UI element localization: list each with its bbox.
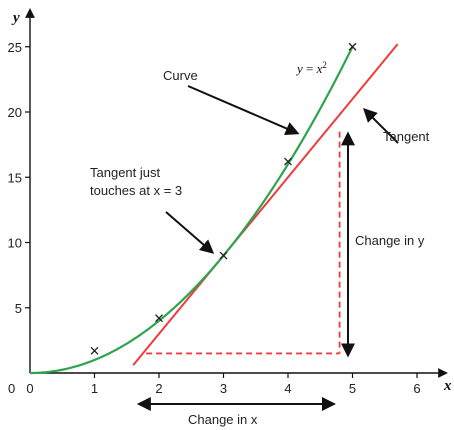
- y-tick-label: 25: [8, 40, 22, 55]
- x-tick-label: 4: [284, 381, 291, 396]
- data-point-marker: [155, 314, 163, 323]
- curve-line: [29, 46, 354, 375]
- x-tick-label: 3: [220, 381, 227, 396]
- change-in-x-annotation: Change in x: [188, 412, 258, 427]
- tangent-pointer-arrow: [363, 108, 399, 144]
- touch-annotation-line2: touches at x = 3: [90, 183, 182, 198]
- data-point-marker: [284, 157, 292, 166]
- tangent-line: [132, 43, 399, 366]
- y-tick-label: 5: [15, 301, 22, 316]
- y-tick-label: 15: [8, 170, 22, 185]
- x-tick-label: 2: [155, 381, 162, 396]
- curve-pointer-arrow: [187, 85, 300, 135]
- x-tick-label: 1: [91, 381, 98, 396]
- data-point-marker: [90, 346, 99, 355]
- data-point-marker: [348, 42, 357, 51]
- x-tick-label: 5: [349, 381, 356, 396]
- y-axis-label: y: [11, 10, 20, 26]
- y-tick-label: 0: [8, 381, 15, 396]
- x-tick-label: 0: [26, 381, 33, 396]
- data-point-marker: [219, 251, 228, 260]
- x-axis-label: x: [443, 378, 452, 394]
- touch-annotation-line1: Tangent just: [90, 165, 160, 180]
- x-tick-label: 6: [413, 381, 420, 396]
- touch-point-pointer-arrow: [165, 211, 215, 254]
- change-in-y-annotation: Change in y: [355, 233, 425, 248]
- y-tick-label: 10: [8, 236, 22, 251]
- curve-annotation: Curve: [163, 68, 198, 83]
- curve-equation-label: y = x2: [295, 60, 327, 76]
- y-tick-label: 20: [8, 105, 22, 120]
- tangent-annotation: Tangent: [383, 129, 430, 144]
